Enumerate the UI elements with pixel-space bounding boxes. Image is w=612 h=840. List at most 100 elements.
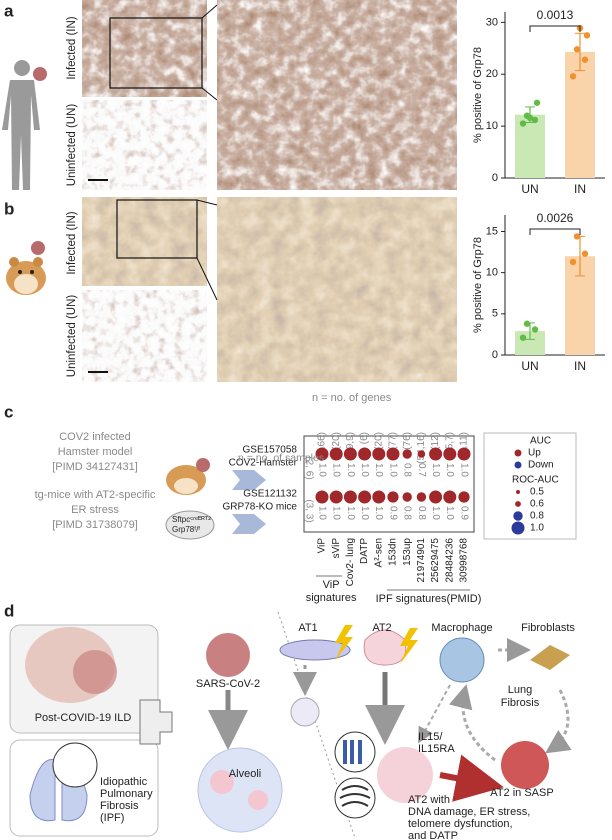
data-point bbox=[573, 46, 581, 53]
size-swatch bbox=[511, 521, 525, 535]
dot-value: 1.0 bbox=[444, 506, 455, 520]
panel-label: a bbox=[4, 1, 14, 20]
dot-value: 0.8 bbox=[402, 463, 413, 477]
dot bbox=[358, 490, 372, 504]
human-icon bbox=[2, 60, 47, 190]
dot-value: 0.8 bbox=[416, 506, 427, 520]
x-tick-label: UN bbox=[521, 182, 538, 196]
row-label: Uninfected (UN) bbox=[66, 295, 78, 378]
y-tick-label: 0 bbox=[492, 172, 498, 184]
column-count: (20) bbox=[373, 432, 384, 450]
data-point bbox=[581, 56, 589, 63]
dot-value: 1.0 bbox=[316, 506, 327, 520]
data-point bbox=[519, 334, 527, 341]
x-tick-label: IN bbox=[574, 182, 586, 196]
size-label: 1.0 bbox=[530, 523, 544, 534]
dot bbox=[343, 447, 357, 461]
column-count: (59,9) bbox=[345, 432, 356, 458]
dot bbox=[387, 491, 399, 503]
diagram-label: AT2 with bbox=[408, 794, 450, 806]
annotation: 0.0026 bbox=[537, 211, 574, 225]
column-label: ViP bbox=[317, 538, 328, 554]
dot-value: 1.0 bbox=[430, 506, 441, 520]
column-label: 153dn bbox=[388, 538, 399, 566]
data-point bbox=[573, 233, 581, 240]
column-label: 30998768 bbox=[459, 538, 470, 583]
size-label: 0.6 bbox=[530, 499, 544, 510]
dot-value: 1.0 bbox=[458, 463, 469, 477]
dot-value: 0.9 bbox=[458, 506, 469, 520]
y-tick-label: 10 bbox=[486, 120, 498, 132]
model-label: [PIMD 34127431] bbox=[52, 461, 138, 473]
micrograph bbox=[82, 0, 207, 97]
column-count: (76) bbox=[402, 432, 413, 450]
dot-value: 1.0 bbox=[316, 463, 327, 477]
data-point bbox=[519, 120, 527, 127]
dot bbox=[443, 447, 457, 461]
dot bbox=[329, 447, 343, 461]
panel-label: d bbox=[4, 601, 14, 620]
diagram-label: Fibrosis bbox=[501, 697, 540, 709]
diagram-label: AT2 bbox=[372, 622, 391, 634]
column-label: 28484236 bbox=[444, 538, 455, 583]
column-label: DATP bbox=[359, 538, 370, 564]
data-point bbox=[533, 99, 541, 106]
y-axis-title: % positive of Grp78 bbox=[472, 237, 484, 333]
column-count: (77) bbox=[388, 432, 399, 450]
column-label: 153up bbox=[402, 538, 413, 566]
legend-frame bbox=[483, 432, 577, 540]
diagram-label: DNA damage, ER stress, bbox=[408, 806, 530, 818]
dot-value: 1.0 bbox=[387, 463, 398, 477]
diagram-label: (IPF) bbox=[100, 812, 124, 824]
legend-swatch bbox=[514, 449, 522, 457]
x-tick-label: UN bbox=[521, 359, 538, 373]
zoom-line bbox=[201, 87, 218, 101]
dot bbox=[429, 490, 443, 504]
x-tick-label: IN bbox=[574, 359, 586, 373]
dot bbox=[429, 447, 443, 461]
dot-value: 0.7 bbox=[416, 463, 427, 477]
legend-swatch bbox=[514, 461, 522, 469]
dot bbox=[358, 447, 372, 461]
dot bbox=[386, 447, 400, 461]
arrow bbox=[232, 470, 266, 490]
dot-value: 1.0 bbox=[359, 506, 370, 520]
column-label: 21974901 bbox=[416, 538, 427, 583]
dot-value: 1.0 bbox=[331, 506, 342, 520]
data-point bbox=[569, 73, 577, 80]
bar bbox=[515, 114, 545, 178]
micrograph-zoom bbox=[217, 197, 457, 382]
dot-value: 0.8 bbox=[402, 506, 413, 520]
dot-value: 1.0 bbox=[345, 506, 356, 520]
dot bbox=[417, 450, 426, 458]
dot-value: 1.0 bbox=[331, 463, 342, 477]
data-point bbox=[583, 32, 591, 39]
y-tick-label: 10 bbox=[486, 267, 498, 279]
diagram-label: SARS-CoV-2 bbox=[196, 678, 260, 690]
column-count: (166) bbox=[317, 432, 328, 455]
dot-value: 1.0 bbox=[430, 463, 441, 477]
dot bbox=[457, 447, 471, 461]
legend-label: Up bbox=[528, 448, 541, 459]
hamster-icon bbox=[6, 241, 46, 295]
column-count: (20) bbox=[331, 432, 342, 450]
dot bbox=[443, 490, 457, 504]
column-count: (4,11) bbox=[459, 432, 470, 457]
group-label: signatures bbox=[306, 592, 357, 604]
column-count: (15,7) bbox=[444, 432, 455, 458]
row-label: COV2-Hamster bbox=[229, 458, 298, 469]
diagram-label: Fibrosis bbox=[100, 800, 139, 812]
column-label: 25629475 bbox=[430, 538, 441, 583]
diagram-label: Lung bbox=[508, 684, 532, 696]
group-label: IPF signatures(PMID) bbox=[376, 593, 482, 605]
column-count: (54,16) bbox=[416, 432, 427, 464]
size-swatch bbox=[516, 490, 520, 494]
data-point bbox=[581, 250, 589, 257]
diagram-label: telomere dysfunction, bbox=[408, 818, 513, 830]
micrograph-zoom bbox=[217, 0, 457, 190]
diagram-label: AT2 in SASP bbox=[490, 787, 553, 799]
diagram-label: Macrophage bbox=[431, 622, 492, 634]
legend-title: AUC bbox=[530, 436, 551, 447]
